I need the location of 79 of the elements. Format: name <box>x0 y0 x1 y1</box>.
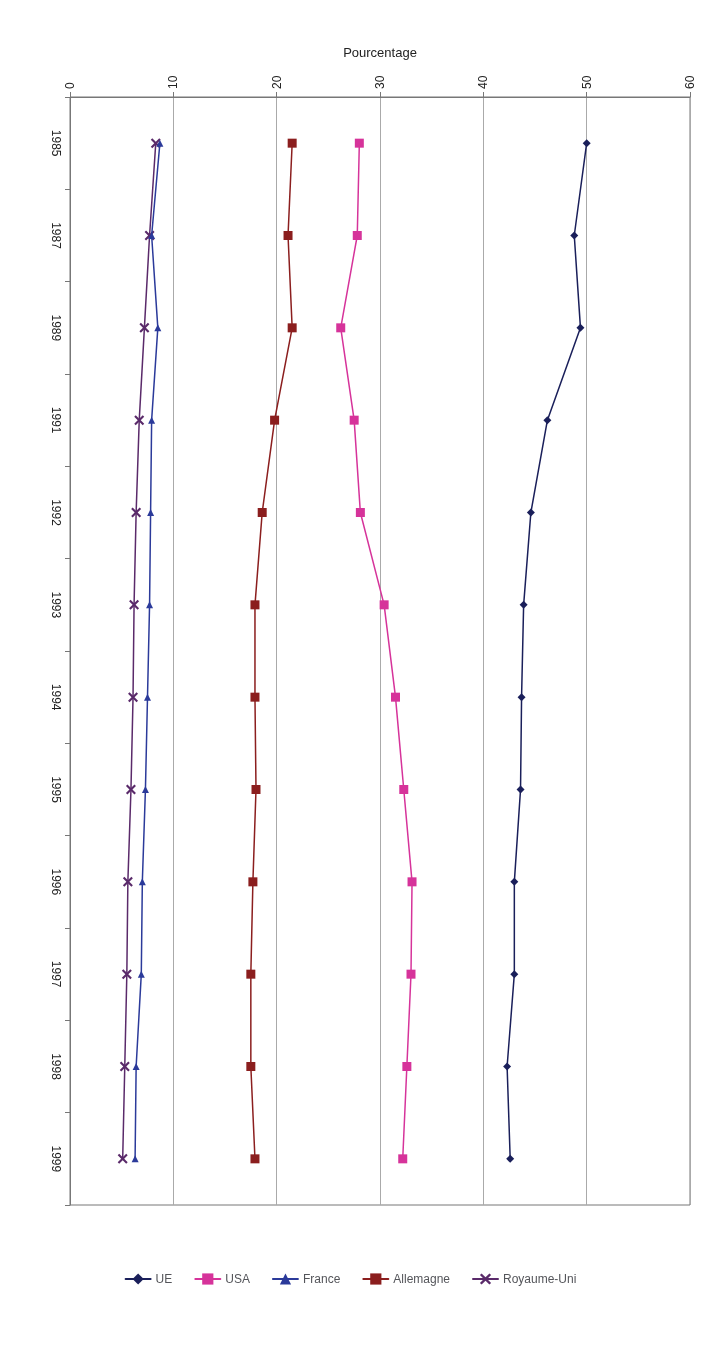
point <box>543 416 552 425</box>
point <box>349 415 359 425</box>
x-tick-label: 0 <box>63 82 77 89</box>
point <box>134 415 145 426</box>
point <box>379 600 389 610</box>
point <box>137 970 145 978</box>
legend-label: USA <box>225 1272 250 1286</box>
legend-label: France <box>302 1272 341 1286</box>
point <box>251 785 261 794</box>
point <box>287 323 297 333</box>
point <box>148 416 156 424</box>
point <box>287 138 297 148</box>
point <box>510 970 519 979</box>
point <box>121 969 132 980</box>
point <box>336 323 346 333</box>
y-tick-label: 1997 <box>49 960 63 988</box>
point <box>283 231 293 240</box>
point <box>246 969 256 979</box>
x-tick-label: 50 <box>579 75 594 89</box>
y-tick-label: 1999 <box>49 1145 63 1173</box>
y-tick-label: 1985 <box>49 129 63 157</box>
point <box>246 1062 256 1071</box>
point <box>132 1063 140 1070</box>
x-tick-label: 30 <box>373 75 387 89</box>
point <box>526 508 535 517</box>
point <box>250 1154 260 1164</box>
legend-label: Allemagne <box>393 1272 451 1286</box>
point <box>117 1153 128 1164</box>
point <box>391 692 400 702</box>
point <box>128 692 139 703</box>
y-tick-label: 1996 <box>49 868 63 896</box>
x-axis-title: Pourcentage <box>343 45 417 60</box>
y-tick-label: 1991 <box>49 406 63 434</box>
x-tick-label: 10 <box>166 75 181 89</box>
legend-label: Royaume-Uni <box>503 1272 577 1286</box>
x-tick-label: 20 <box>269 75 284 89</box>
point <box>148 232 156 239</box>
legend-label: UE <box>155 1272 173 1286</box>
y-tick-label: 1989 <box>49 314 63 342</box>
point <box>122 876 133 887</box>
point <box>131 507 142 518</box>
point <box>570 231 579 240</box>
y-tick-label: 1992 <box>49 499 63 527</box>
point <box>352 231 362 240</box>
point <box>125 784 136 795</box>
point <box>355 508 365 517</box>
point <box>139 322 150 333</box>
point <box>407 877 417 887</box>
point <box>129 599 140 610</box>
point <box>250 692 260 702</box>
point <box>257 508 267 517</box>
point <box>506 1154 515 1163</box>
point <box>582 139 591 148</box>
point <box>270 415 280 425</box>
point <box>516 785 525 794</box>
y-tick-label: 1994 <box>49 683 63 711</box>
point <box>398 1154 408 1164</box>
point <box>510 877 519 886</box>
y-tick-label: 1993 <box>49 591 63 619</box>
y-tick-label: 1995 <box>49 776 63 804</box>
point <box>147 509 155 516</box>
point <box>517 693 526 702</box>
point <box>399 785 409 794</box>
point <box>119 1061 130 1072</box>
point <box>519 600 528 609</box>
x-tick-label: 60 <box>683 75 697 89</box>
x-tick-label: 40 <box>476 75 491 89</box>
point <box>402 1062 412 1071</box>
point <box>354 138 364 148</box>
point <box>141 786 149 793</box>
y-tick-label: 1987 <box>49 222 63 250</box>
point <box>156 139 164 147</box>
point <box>406 969 416 979</box>
point <box>146 601 154 609</box>
point <box>250 600 260 610</box>
point <box>503 1062 512 1071</box>
point <box>576 323 585 332</box>
y-tick-label: 1998 <box>49 1053 63 1081</box>
point <box>248 877 258 887</box>
